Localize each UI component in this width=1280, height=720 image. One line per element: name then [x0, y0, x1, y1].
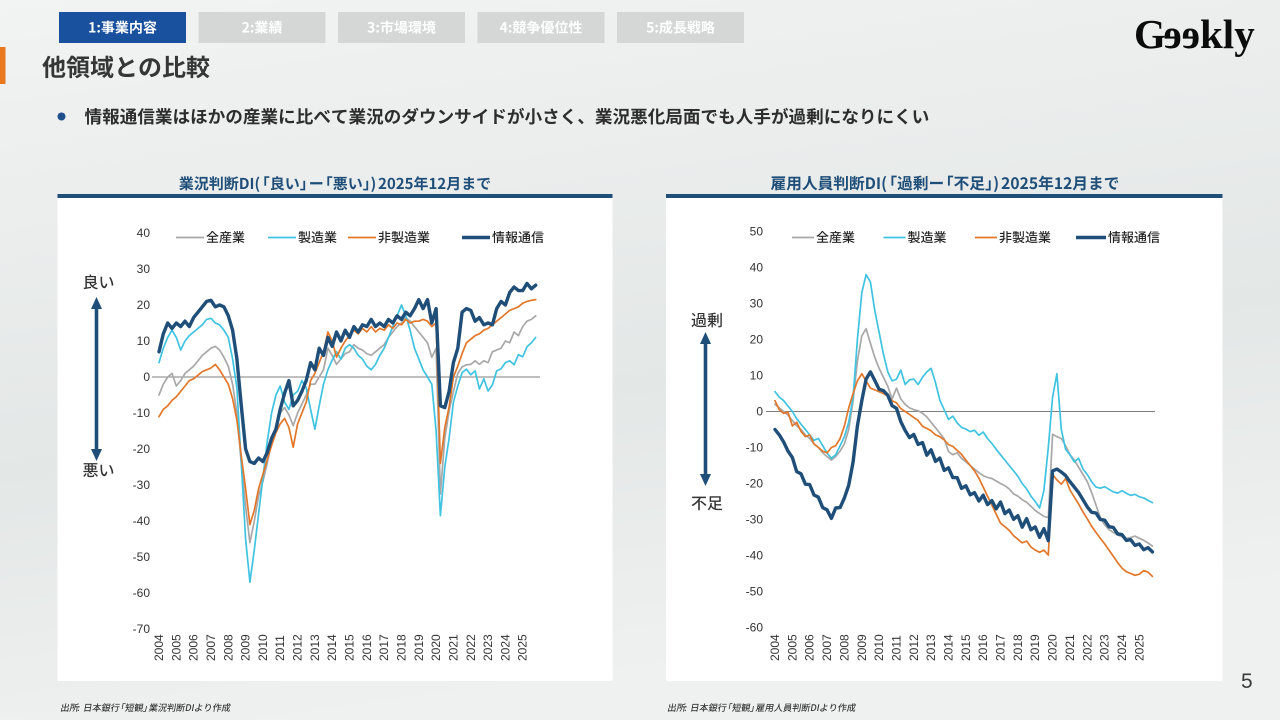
svg-text:2022: 2022: [1080, 634, 1094, 661]
svg-text:-40: -40: [746, 549, 764, 563]
svg-text:2017: 2017: [377, 634, 391, 661]
svg-text:2006: 2006: [187, 634, 201, 661]
svg-text:-20: -20: [133, 442, 151, 456]
svg-text:-30: -30: [133, 478, 151, 492]
svg-text:-10: -10: [133, 406, 151, 420]
svg-text:2022: 2022: [464, 634, 478, 661]
svg-text:2009: 2009: [855, 634, 869, 661]
svg-text:0: 0: [756, 405, 763, 419]
svg-text:2015: 2015: [959, 634, 973, 661]
svg-text:2019: 2019: [1028, 634, 1042, 661]
svg-text:2019: 2019: [412, 634, 426, 661]
svg-text:e: e: [1182, 11, 1200, 57]
svg-text:2013: 2013: [308, 634, 322, 661]
svg-text:-60: -60: [746, 621, 764, 635]
svg-text:2004: 2004: [152, 634, 166, 661]
svg-text:e: e: [1164, 11, 1182, 57]
svg-text:2010: 2010: [872, 634, 886, 661]
svg-text:G: G: [1134, 11, 1166, 57]
svg-text:2023: 2023: [481, 634, 495, 661]
svg-text:-60: -60: [133, 586, 151, 600]
svg-text:2023: 2023: [1098, 634, 1112, 661]
svg-text:2005: 2005: [169, 634, 183, 661]
svg-text:2024: 2024: [498, 634, 512, 661]
svg-text:2013: 2013: [924, 634, 938, 661]
svg-text:2020: 2020: [429, 634, 443, 661]
svg-text:-10: -10: [746, 441, 764, 455]
svg-text:30: 30: [137, 262, 151, 276]
svg-text:-40: -40: [133, 514, 151, 528]
svg-text:40: 40: [750, 261, 764, 275]
svg-text:30: 30: [750, 297, 764, 311]
svg-text:2005: 2005: [785, 634, 799, 661]
svg-text:2008: 2008: [837, 634, 851, 661]
svg-text:-20: -20: [746, 477, 764, 491]
svg-text:5: 5: [1241, 670, 1253, 693]
svg-text:2011: 2011: [890, 635, 904, 661]
svg-text:2014: 2014: [942, 634, 956, 661]
svg-text:2015: 2015: [343, 634, 357, 661]
svg-text:2018: 2018: [395, 634, 409, 661]
svg-text:0: 0: [143, 370, 150, 384]
svg-text:2004: 2004: [768, 634, 782, 661]
svg-text:-50: -50: [746, 585, 764, 599]
svg-text:2016: 2016: [360, 634, 374, 661]
svg-text:2025: 2025: [1132, 634, 1146, 661]
svg-text:10: 10: [137, 334, 151, 348]
svg-text:2021: 2021: [1063, 634, 1077, 661]
svg-text:kly: kly: [1200, 11, 1255, 57]
svg-text:2006: 2006: [803, 634, 817, 661]
svg-text:50: 50: [750, 225, 764, 239]
svg-text:-70: -70: [133, 622, 151, 636]
svg-text:2012: 2012: [907, 634, 921, 661]
svg-text:-30: -30: [746, 513, 764, 527]
svg-text:2021: 2021: [446, 634, 460, 661]
svg-text:2012: 2012: [291, 634, 305, 661]
svg-text:2008: 2008: [221, 634, 235, 661]
svg-text:2017: 2017: [994, 634, 1008, 661]
svg-text:40: 40: [137, 226, 151, 240]
svg-text:2018: 2018: [1011, 634, 1025, 661]
svg-text:-50: -50: [133, 550, 151, 564]
svg-text:2009: 2009: [239, 634, 253, 661]
svg-text:2010: 2010: [256, 634, 270, 661]
svg-text:2020: 2020: [1046, 634, 1060, 661]
svg-text:20: 20: [750, 333, 764, 347]
svg-text:20: 20: [137, 298, 151, 312]
svg-text:2014: 2014: [325, 634, 339, 661]
svg-text:2011: 2011: [273, 635, 287, 661]
svg-text:2007: 2007: [204, 634, 218, 661]
svg-text:2025: 2025: [516, 634, 530, 661]
svg-text:2016: 2016: [976, 634, 990, 661]
svg-text:10: 10: [750, 369, 764, 383]
svg-text:2007: 2007: [820, 634, 834, 661]
svg-text:2024: 2024: [1115, 634, 1129, 661]
